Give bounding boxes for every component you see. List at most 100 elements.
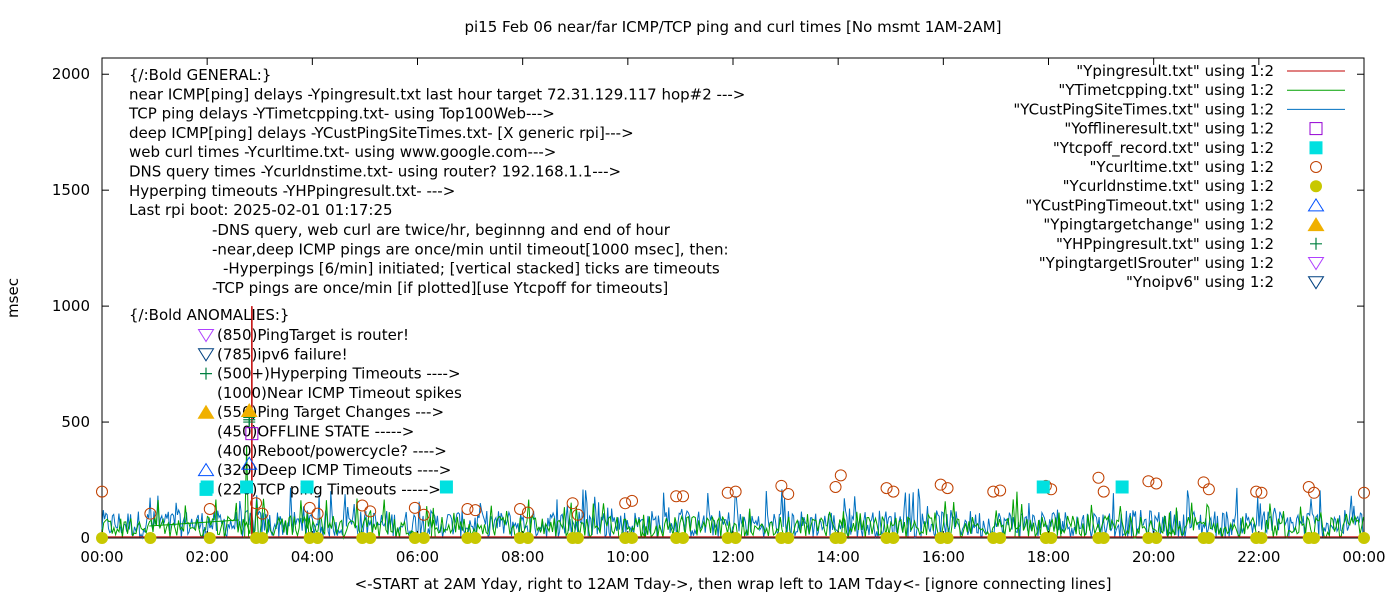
data-point-open-circle bbox=[311, 507, 324, 520]
legend-marker-swatch bbox=[1307, 217, 1325, 232]
anomaly-marker bbox=[200, 367, 212, 380]
legend-label: "Yofflineresult.txt" using 1:2 bbox=[1064, 120, 1274, 138]
data-point-filled-circle bbox=[408, 532, 421, 544]
data-point-open-square bbox=[245, 427, 259, 441]
data-point-open-circle bbox=[1150, 477, 1163, 490]
data-point-open-circle bbox=[144, 507, 157, 520]
data-point-open-circle bbox=[203, 503, 216, 516]
data-point-open-circle bbox=[250, 497, 263, 510]
data-point-open-circle bbox=[1197, 476, 1210, 489]
legend-marker-swatch bbox=[1309, 141, 1323, 155]
data-point-filled-square bbox=[439, 480, 453, 494]
chart-title: pi15 Feb 06 near/far ICMP/TCP ping and c… bbox=[464, 18, 1001, 36]
data-point-filled-circle bbox=[1150, 532, 1163, 544]
data-point-filled-circle bbox=[417, 532, 430, 544]
data-point-open-circle bbox=[1308, 486, 1321, 499]
data-point-filled-circle bbox=[677, 532, 690, 544]
data-point-open-circle bbox=[677, 490, 690, 503]
data-point-open-circle bbox=[469, 504, 482, 517]
x-tick-label: 06:00 bbox=[396, 548, 439, 566]
x-tick-label: 08:00 bbox=[501, 548, 544, 566]
annotation-note-line: -TCP pings are once/min [if plotted][use… bbox=[212, 279, 668, 297]
data-point-filled-circle bbox=[1308, 532, 1321, 544]
markers-layer bbox=[96, 402, 1370, 544]
x-tick-label: 18:00 bbox=[1027, 548, 1070, 566]
data-point-filled-circle bbox=[311, 532, 324, 544]
y-tick-label: 2000 bbox=[52, 65, 90, 83]
x-tick-label: 02:00 bbox=[186, 548, 229, 566]
anomaly-marker bbox=[197, 404, 215, 419]
data-point-filled-circle bbox=[1255, 532, 1268, 544]
anomaly-marker bbox=[197, 462, 215, 477]
data-point-filled-circle bbox=[521, 532, 534, 544]
annotation-note-line: -DNS query, web curl are twice/hr, begin… bbox=[212, 221, 671, 239]
x-tick-label: 10:00 bbox=[606, 548, 649, 566]
data-point-open-circle bbox=[96, 485, 108, 498]
series-spike-ytimetcpping-4 bbox=[840, 511, 846, 539]
series-spike-ytimetcpping-2 bbox=[430, 507, 436, 539]
data-point-open-circle bbox=[303, 501, 316, 514]
data-point-open-circle bbox=[364, 505, 377, 518]
series-connector-ytimetcpping bbox=[149, 519, 239, 527]
x-tick-label: 22:00 bbox=[1237, 548, 1280, 566]
data-point-open-triangle-up bbox=[240, 456, 258, 470]
legend-marker-swatch bbox=[1309, 122, 1323, 136]
data-point-filled-square bbox=[300, 480, 314, 494]
data-point-open-circle bbox=[987, 485, 1000, 498]
data-point-filled-triangle-up bbox=[240, 402, 258, 417]
x-tick-label: 00:00 bbox=[1342, 548, 1385, 566]
annotation-general-line: deep ICMP[ping] delays -YCustPingSiteTim… bbox=[129, 124, 634, 142]
y-tick-label: 0 bbox=[80, 529, 90, 547]
y-tick-label: 1500 bbox=[52, 181, 90, 199]
data-point-open-circle bbox=[829, 480, 842, 493]
data-point-filled-circle bbox=[256, 532, 269, 544]
data-point-open-circle bbox=[1142, 475, 1155, 488]
x-tick-label: 14:00 bbox=[817, 548, 860, 566]
anomaly-text: (550)Ping Target Changes ---> bbox=[217, 403, 444, 421]
x-tick-label: 00:00 bbox=[80, 548, 123, 566]
data-point-open-circle bbox=[1250, 485, 1263, 498]
x-tick-label: 12:00 bbox=[711, 548, 754, 566]
anomaly-marker bbox=[197, 329, 215, 343]
data-point-open-circle bbox=[1358, 486, 1370, 499]
data-point-filled-square bbox=[240, 480, 254, 494]
legend-label: "YTimetcpping.txt" using 1:2 bbox=[1058, 81, 1274, 99]
legend-marker-swatch bbox=[1310, 180, 1322, 193]
legend: "Ypingresult.txt" using 1:2"YTimetcpping… bbox=[1013, 62, 1345, 291]
annotation-note-line: -Hyperpings [6/min] initiated; [vertical… bbox=[223, 260, 720, 278]
data-point-open-circle bbox=[721, 486, 734, 499]
legend-marker-swatch bbox=[1310, 161, 1322, 173]
axes-layer: 0 500 1000 1500 2000 00:00 02:00 04:00 06:00 08:0… bbox=[52, 58, 1386, 566]
annotations-layer: {/:Bold GENERAL:}near ICMP[ping] delays … bbox=[128, 66, 745, 498]
series-spike-ytimetcpping-5 bbox=[1014, 491, 1020, 539]
legend-label: "Ypingresult.txt" using 1:2 bbox=[1076, 62, 1274, 80]
data-point-open-circle bbox=[880, 482, 893, 495]
legend-marker-swatch bbox=[1307, 276, 1325, 290]
data-point-open-circle bbox=[941, 482, 954, 495]
legend-label: "YCustPingTimeout.txt" using 1:2 bbox=[1025, 196, 1274, 214]
data-point-filled-circle bbox=[1045, 532, 1058, 544]
data-point-filled-circle bbox=[96, 532, 108, 544]
data-point-filled-circle bbox=[994, 532, 1007, 544]
anomaly-text: (1000)Near ICMP Timeout spikes bbox=[217, 384, 462, 402]
data-point-filled-circle bbox=[941, 532, 954, 544]
data-point-open-circle bbox=[887, 485, 900, 498]
legend-label: "Ypingtargetchange" using 1:2 bbox=[1043, 216, 1274, 234]
series-line-ycustpingsitetimes bbox=[101, 487, 1364, 540]
annotation-anomalies-title: {/:Bold ANOMALIES:} bbox=[129, 306, 289, 324]
y-axis-label: msec bbox=[4, 278, 22, 318]
annotation-general-line: TCP ping delays -YTimetcpping.txt- using… bbox=[128, 105, 555, 123]
anomaly-text: (850)PingTarget is router! bbox=[217, 326, 409, 344]
data-point-filled-circle bbox=[144, 532, 157, 544]
data-point-filled-circle bbox=[203, 532, 216, 544]
legend-label: "Ycurltime.txt" using 1:2 bbox=[1089, 158, 1274, 176]
annotation-general-line: DNS query times -Ycurldnstime.txt- using… bbox=[129, 163, 621, 181]
data-point-open-circle bbox=[782, 487, 795, 500]
annotation-general-line: Hyperping timeouts -YHPpingresult.txt- -… bbox=[129, 182, 455, 200]
series-spike-ytimetcpping-7 bbox=[1166, 512, 1172, 539]
data-point-open-circle bbox=[356, 499, 369, 512]
data-point-filled-circle bbox=[887, 532, 900, 544]
legend-label: "YHPpingresult.txt" using 1:2 bbox=[1056, 235, 1274, 253]
y-tick-label: 500 bbox=[61, 413, 90, 431]
